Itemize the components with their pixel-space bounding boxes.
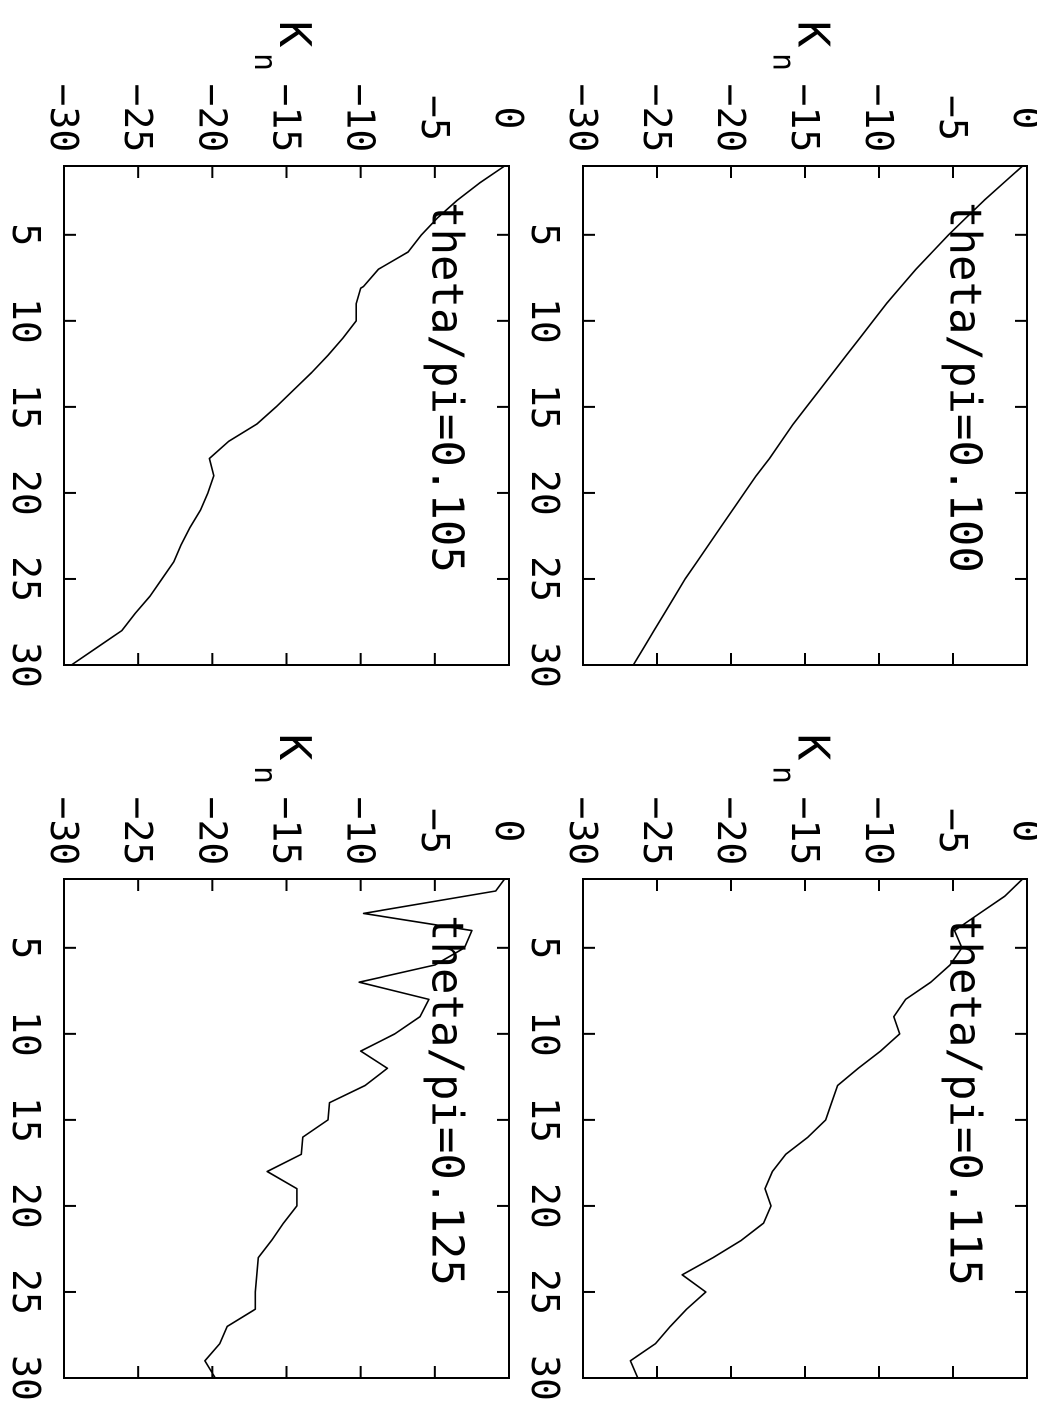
x-tick-label: 20 bbox=[523, 1183, 567, 1229]
x-tick-label: 5 bbox=[523, 936, 567, 959]
x-tick-label: 10 bbox=[4, 298, 48, 344]
chart-panel-2: 5 10 15 20 25 30 0 −5 −10 −15 −20 −25 −30 Kn theta/pi=… bbox=[4, 21, 531, 688]
y-tick-label: 0 bbox=[487, 820, 531, 843]
y-tick-label: −5 bbox=[413, 95, 457, 141]
x-tick-label: 15 bbox=[523, 384, 567, 430]
y-tick-label: −20 bbox=[709, 797, 753, 866]
x-tick-label: 5 bbox=[4, 223, 48, 246]
x-tick-label: 15 bbox=[4, 384, 48, 430]
y-axis-label: K bbox=[788, 734, 839, 761]
chart-panel-4: 5 10 15 20 25 30 0 −5 −10 −15 −20 −25 −30 Kn theta/pi=… bbox=[4, 734, 531, 1401]
panel-annotation: theta/pi=0.115 bbox=[940, 915, 991, 1286]
y-tick-label: −20 bbox=[709, 84, 753, 153]
y-axis-label: K bbox=[269, 21, 320, 48]
series-line bbox=[632, 165, 1024, 666]
y-tick-label: −30 bbox=[561, 84, 605, 153]
x-tick-label: 30 bbox=[4, 1355, 48, 1401]
y-axis-label-subscript: n bbox=[766, 766, 801, 784]
x-tick-label: 10 bbox=[523, 1011, 567, 1057]
panel-annotation: theta/pi=0.100 bbox=[940, 202, 991, 573]
y-tick-label: −5 bbox=[413, 808, 457, 854]
y-axis-label-subscript: n bbox=[247, 766, 282, 784]
y-tick-label: −5 bbox=[931, 808, 975, 854]
y-axis-label: K bbox=[788, 21, 839, 48]
y-tick-label: −25 bbox=[116, 797, 160, 866]
chart-panel-1: 5 10 15 20 25 30 0 −5 −10 −15 −20 −25 −30 Kn theta/pi=… bbox=[523, 21, 1037, 688]
x-tick-label: 20 bbox=[4, 1183, 48, 1229]
y-tick-label: −10 bbox=[339, 84, 383, 153]
y-tick-label: −30 bbox=[42, 84, 86, 153]
series-line bbox=[629, 878, 1024, 1379]
y-tick-label: −20 bbox=[190, 797, 234, 866]
x-tick-label: 30 bbox=[523, 1355, 567, 1401]
x-tick-label: 15 bbox=[4, 1097, 48, 1143]
x-tick-label: 30 bbox=[4, 642, 48, 688]
y-axis-label: K bbox=[269, 734, 320, 761]
y-axis-label-subscript: n bbox=[766, 53, 801, 71]
x-tick-label: 5 bbox=[523, 223, 567, 246]
panel-annotation: theta/pi=0.125 bbox=[422, 915, 473, 1286]
series-line bbox=[70, 165, 506, 666]
y-tick-label: 0 bbox=[1005, 107, 1037, 130]
x-tick-label: 20 bbox=[4, 470, 48, 516]
y-tick-label: −10 bbox=[339, 797, 383, 866]
y-tick-label: −25 bbox=[635, 84, 679, 153]
series-line bbox=[204, 878, 506, 1379]
y-tick-label: −10 bbox=[857, 797, 901, 866]
y-tick-label: 0 bbox=[487, 107, 531, 130]
x-tick-label: 25 bbox=[523, 1269, 567, 1315]
y-tick-label: −15 bbox=[783, 797, 827, 866]
x-tick-label: 5 bbox=[4, 936, 48, 959]
y-tick-label: −20 bbox=[190, 84, 234, 153]
x-tick-label: 10 bbox=[4, 1011, 48, 1057]
y-tick-label: 0 bbox=[1005, 820, 1037, 843]
y-tick-label: −30 bbox=[561, 797, 605, 866]
y-tick-label: −15 bbox=[783, 84, 827, 153]
x-tick-label: 25 bbox=[4, 1269, 48, 1315]
y-tick-label: −25 bbox=[635, 797, 679, 866]
x-tick-label: 30 bbox=[523, 642, 567, 688]
y-tick-label: −10 bbox=[857, 84, 901, 153]
x-tick-label: 20 bbox=[523, 470, 567, 516]
y-tick-label: −30 bbox=[42, 797, 86, 866]
y-tick-label: −15 bbox=[265, 84, 309, 153]
panel-annotation: theta/pi=0.105 bbox=[422, 202, 473, 573]
y-tick-label: −25 bbox=[116, 84, 160, 153]
x-tick-label: 15 bbox=[523, 1097, 567, 1143]
x-tick-label: 25 bbox=[4, 556, 48, 602]
x-tick-label: 10 bbox=[523, 298, 567, 344]
x-tick-label: 25 bbox=[523, 556, 567, 602]
chart-panel-3: 5 10 15 20 25 30 0 −5 −10 −15 −20 −25 −30 Kn theta/pi=… bbox=[523, 734, 1037, 1401]
y-tick-label: −5 bbox=[931, 95, 975, 141]
y-axis-label-subscript: n bbox=[247, 53, 282, 71]
y-tick-label: −15 bbox=[265, 797, 309, 866]
